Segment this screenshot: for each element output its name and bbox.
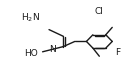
Text: F: F bbox=[115, 48, 121, 57]
Text: H$_2$N: H$_2$N bbox=[21, 12, 41, 24]
Text: HO: HO bbox=[24, 49, 38, 58]
Text: Cl: Cl bbox=[95, 7, 104, 16]
Text: N: N bbox=[50, 45, 56, 54]
